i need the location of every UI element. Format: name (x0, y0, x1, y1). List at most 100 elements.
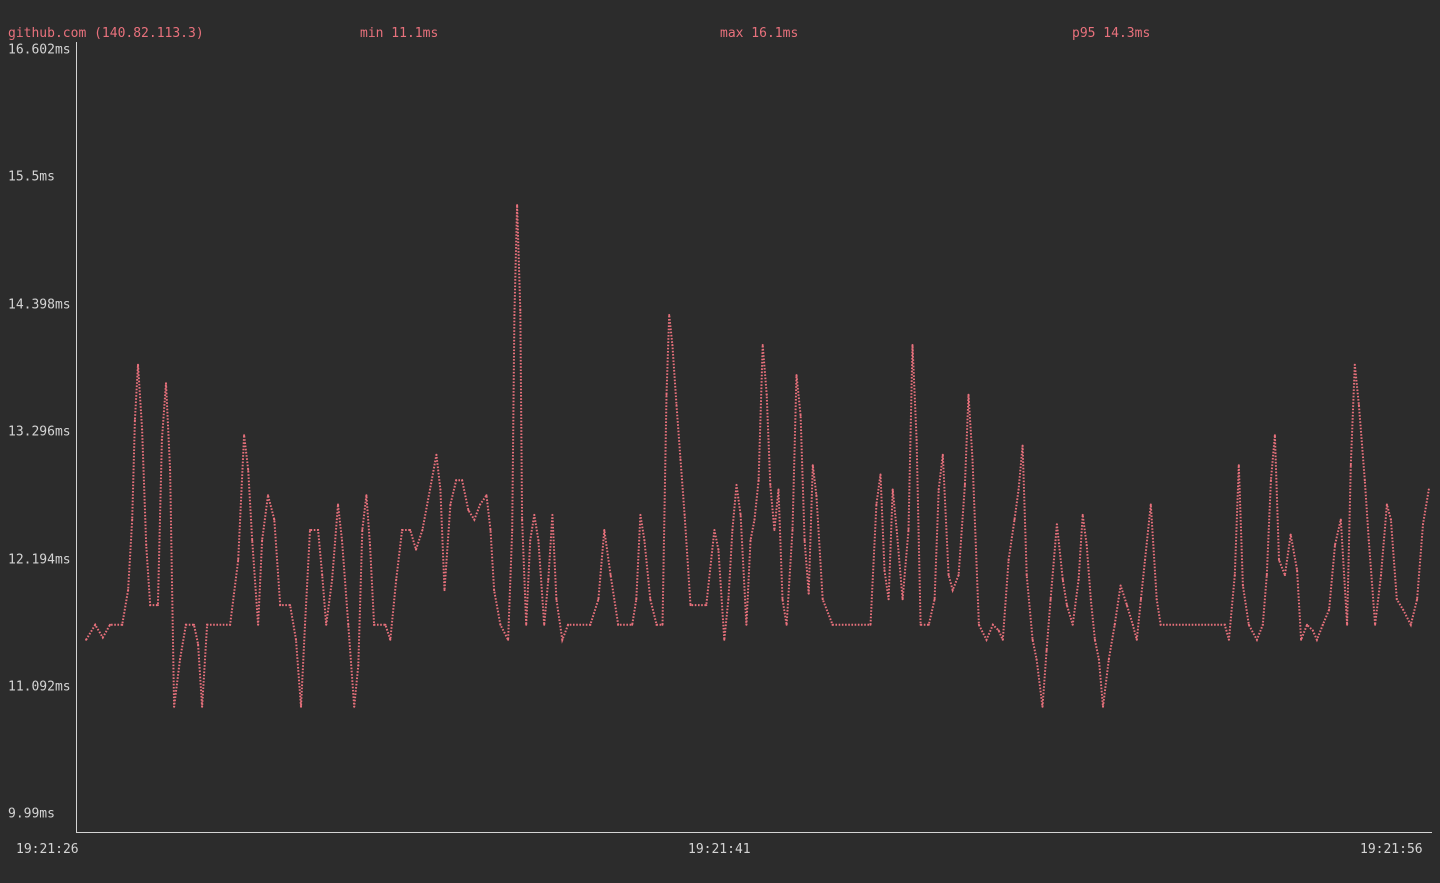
data-point (519, 309, 522, 312)
data-point (317, 529, 320, 531)
data-point (94, 623, 97, 626)
data-point (193, 623, 195, 626)
x-tick-label: 19:21:26 (16, 842, 79, 857)
data-point (455, 479, 458, 482)
data-point (165, 382, 167, 385)
data-point (723, 638, 726, 641)
data-point (341, 539, 343, 542)
data-point (1363, 479, 1366, 482)
data-point (485, 494, 488, 497)
data-point (1031, 638, 1034, 641)
data-point (1113, 623, 1116, 626)
data-point (145, 544, 148, 546)
data-point (156, 604, 159, 607)
y-tick-label: 13.296ms (8, 424, 71, 440)
data-point (951, 589, 954, 592)
data-point (895, 529, 898, 531)
data-point (247, 468, 250, 471)
data-point (1061, 578, 1064, 581)
data-point (300, 705, 302, 708)
data-point (753, 518, 756, 521)
data-point (449, 503, 452, 506)
data-point (773, 529, 776, 531)
data-point (373, 623, 376, 626)
data-point (1237, 464, 1240, 467)
y-tick-label: 11.092ms (8, 679, 71, 695)
data-point (941, 453, 944, 456)
data-point (101, 636, 104, 639)
data-point (679, 458, 682, 461)
data-point (1007, 559, 1010, 561)
data-point (309, 529, 311, 531)
data-point (727, 598, 730, 601)
data-point (461, 479, 464, 482)
data-point (799, 414, 802, 417)
data-point (1389, 518, 1392, 521)
data-point (365, 494, 368, 497)
data-point (1125, 604, 1128, 607)
data-point (765, 393, 768, 396)
data-point (389, 638, 392, 641)
data-point (997, 629, 1000, 632)
data-point (1089, 598, 1092, 601)
data-point (415, 548, 417, 551)
data-point (357, 664, 360, 667)
data-point (295, 638, 297, 641)
data-point (1422, 523, 1424, 526)
data-point (761, 344, 764, 346)
data-point (109, 623, 111, 626)
data-point (1085, 544, 1088, 546)
data-point (561, 638, 564, 641)
data-point (655, 623, 658, 626)
data-point (1223, 623, 1226, 626)
data-point (991, 623, 994, 626)
data-point (731, 529, 734, 531)
data-point (1001, 638, 1004, 641)
data-point (933, 598, 936, 601)
data-point (325, 623, 328, 626)
data-point (251, 539, 254, 542)
y-tick-label: 15.5ms (8, 169, 55, 185)
data-point (735, 483, 738, 486)
data-point (1144, 559, 1146, 561)
data-point (901, 598, 904, 601)
data-point (429, 488, 431, 491)
data-point (1265, 574, 1268, 577)
x-tick-label: 19:21:56 (1360, 842, 1423, 857)
data-point (169, 468, 172, 471)
data-point (967, 393, 970, 396)
data-point (1380, 574, 1382, 577)
data-point (1233, 574, 1236, 577)
data-point (665, 393, 668, 396)
data-point (261, 539, 264, 542)
data-point (1071, 623, 1074, 626)
y-tick-label: 14.398ms (8, 297, 71, 313)
data-point (337, 503, 339, 506)
data-point (1077, 578, 1080, 581)
data-point (1035, 658, 1038, 661)
data-point (467, 509, 470, 512)
data-point (1269, 479, 1272, 482)
data-point (713, 529, 716, 531)
data-point (791, 529, 794, 531)
data-point (1107, 658, 1110, 661)
data-point (739, 513, 742, 516)
data-point (473, 518, 476, 521)
data-point (1374, 623, 1377, 626)
data-point (369, 544, 371, 546)
data-point (229, 623, 232, 626)
data-point (384, 623, 387, 626)
x-tick-label: 19:21:41 (688, 842, 751, 857)
data-point (507, 638, 510, 641)
data-point (757, 479, 760, 482)
data-point (1041, 705, 1044, 708)
data-point (1025, 574, 1028, 577)
data-point (1049, 598, 1052, 601)
data-point (521, 518, 524, 521)
data-point (237, 559, 240, 561)
data-point (589, 623, 592, 626)
data-point (1321, 623, 1324, 626)
data-point (671, 344, 674, 346)
data-point (173, 705, 176, 708)
